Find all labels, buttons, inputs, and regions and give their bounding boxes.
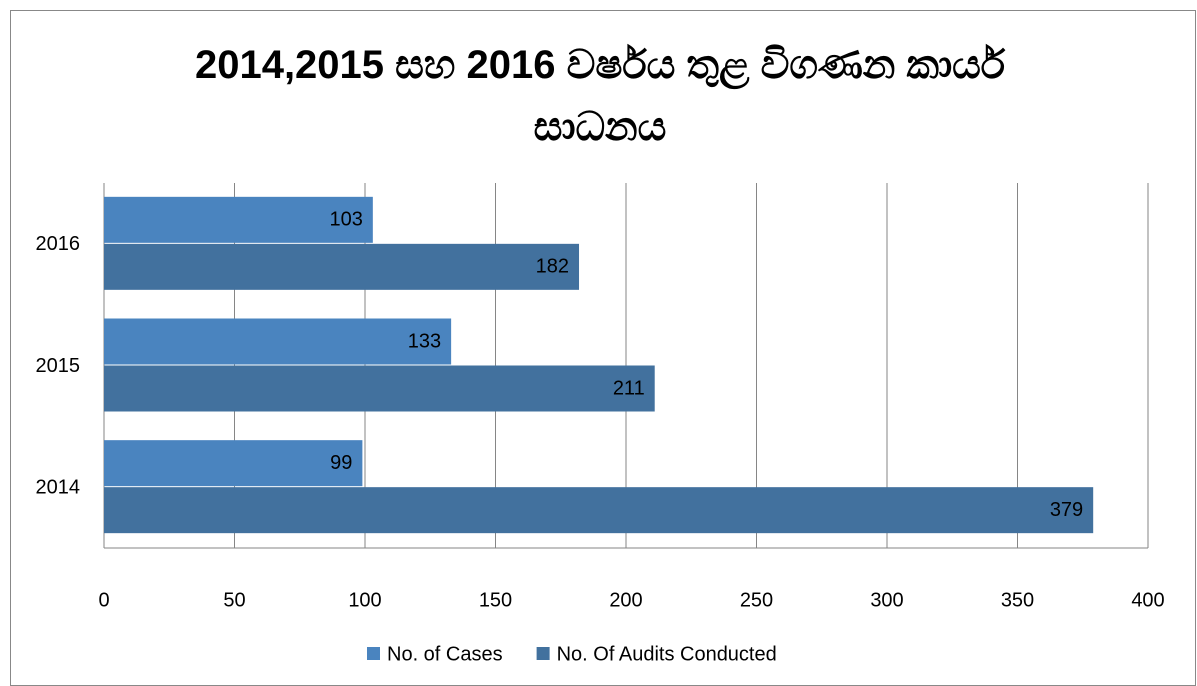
bar <box>104 243 580 290</box>
legend-swatch <box>367 647 380 660</box>
x-tick-label: 100 <box>348 589 381 611</box>
x-tick-label: 50 <box>223 589 245 611</box>
legend-swatch <box>536 647 550 660</box>
y-tick-label: 2016 <box>36 233 81 255</box>
x-tick-label: 250 <box>740 589 773 611</box>
bar <box>104 196 373 243</box>
legend-label: No. of Cases <box>387 643 503 665</box>
data-label: 379 <box>1050 499 1083 521</box>
x-tick-label: 400 <box>1131 589 1164 611</box>
data-label: 211 <box>613 377 645 399</box>
data-label: 99 <box>330 452 352 474</box>
data-label: 133 <box>408 330 441 352</box>
data-label: 182 <box>536 256 569 278</box>
bar <box>104 365 655 412</box>
x-tick-label: 0 <box>98 589 109 611</box>
x-tick-label: 350 <box>1001 589 1034 611</box>
bar <box>104 318 452 365</box>
x-tick-label: 150 <box>479 589 512 611</box>
y-tick-label: 2015 <box>36 355 81 377</box>
legend-label: No. Of Audits Conducted <box>557 643 777 665</box>
chart-title: 2014,2015 සහ 2016 වර්ෂය තුළ විගණන කාර්ය … <box>194 43 1006 149</box>
data-label: 103 <box>329 209 362 231</box>
bar <box>104 487 1094 534</box>
y-tick-label: 2014 <box>36 476 81 498</box>
x-tick-label: 300 <box>870 589 903 611</box>
x-tick-label: 200 <box>609 589 642 611</box>
bar <box>104 440 363 487</box>
